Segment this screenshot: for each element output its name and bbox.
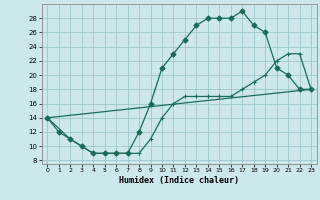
X-axis label: Humidex (Indice chaleur): Humidex (Indice chaleur) [119,176,239,185]
